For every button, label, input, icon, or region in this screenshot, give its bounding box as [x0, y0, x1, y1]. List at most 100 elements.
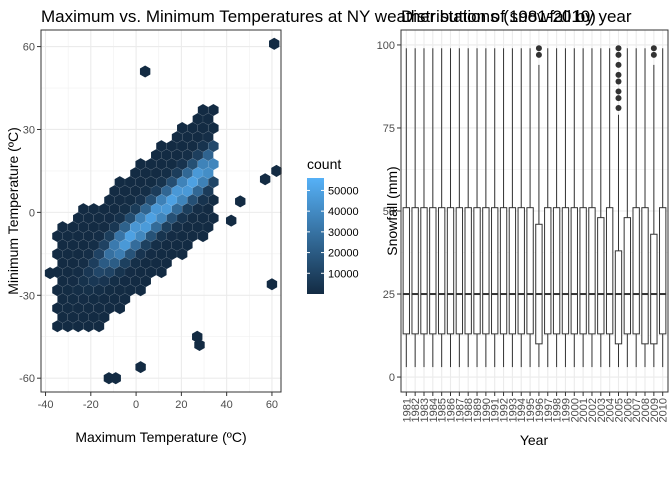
- hexbin-y-ticks: -60 -30 0 30 60: [19, 42, 41, 385]
- boxplot-y-axis-title: Snowfall (mm): [384, 166, 400, 255]
- box-2008: [641, 48, 649, 368]
- x-tick-label: 1984: [428, 398, 440, 422]
- box-2009: [650, 45, 658, 368]
- box-iqr: [464, 207, 472, 335]
- box-2006: [623, 48, 632, 368]
- x-tick-label: 1992: [499, 398, 511, 422]
- box-iqr: [588, 207, 596, 335]
- hex-cell-isolated: [259, 173, 271, 186]
- box-iqr: [535, 223, 543, 345]
- x-tick-label: 1990: [481, 398, 493, 422]
- y-tick-label: 0: [389, 372, 395, 384]
- x-tick-label: 2001: [578, 398, 590, 422]
- x-tick-label: 1987: [454, 398, 466, 422]
- legend-tick-label: 50000: [328, 185, 359, 197]
- hex-cell-isolated: [192, 330, 203, 343]
- x-tick-label: 1982: [410, 398, 422, 422]
- box-iqr: [614, 250, 623, 345]
- x-tick-label: 2000: [569, 398, 581, 422]
- hexbin-panel: -40 -20 0 20 40 60 -60 -30 0 30 60 Maximum Temper…: [5, 29, 282, 445]
- y-tick-label: 75: [383, 123, 395, 135]
- box-1998: [552, 48, 561, 368]
- hex-cell-isolated: [135, 361, 146, 374]
- hex-cell: [156, 266, 167, 279]
- hex-cell-isolated: [110, 372, 121, 385]
- box-1987: [455, 48, 464, 368]
- box-1997: [544, 48, 552, 368]
- hexbin-cells: [44, 37, 282, 385]
- box-1995: [526, 48, 534, 368]
- x-tick-label: 1997: [543, 398, 555, 422]
- count-legend: count 10000 20000 30000 40000 50000: [307, 156, 359, 294]
- box-2003: [597, 48, 605, 368]
- x-tick-label: 1994: [516, 398, 528, 422]
- hex-cell-isolated: [235, 195, 246, 208]
- box-iqr: [605, 207, 614, 335]
- box-2010: [659, 48, 667, 368]
- x-tick-label: -20: [83, 399, 99, 411]
- hexbin-x-ticks: -40 -20 0 20 40 60: [38, 392, 278, 411]
- box-1994: [517, 48, 525, 368]
- y-tick-label: 30: [23, 124, 35, 136]
- x-tick-label: 1996: [534, 398, 546, 422]
- box-2007: [632, 48, 640, 368]
- legend-colorbar: [307, 178, 324, 294]
- legend-ticks: 10000 20000 30000 40000 50000: [307, 185, 359, 280]
- boxplot-boxes: [402, 45, 667, 368]
- legend-title: count: [307, 156, 341, 172]
- hex-cell-isolated: [271, 164, 282, 177]
- x-tick-label: 1983: [419, 398, 431, 422]
- box-iqr: [579, 207, 587, 335]
- box-iqr: [641, 207, 649, 345]
- y-tick-label: 60: [23, 42, 35, 54]
- box-1988: [464, 48, 472, 368]
- x-tick-label: 40: [221, 399, 233, 411]
- box-1989: [473, 48, 481, 368]
- hex-cell: [114, 302, 126, 315]
- box-2005: [614, 45, 623, 368]
- x-tick-label: 2006: [622, 398, 634, 422]
- box-1984: [429, 48, 437, 368]
- box-iqr: [437, 207, 446, 335]
- hexbin-x-axis-title: Maximum Temperature (ºC): [75, 429, 246, 445]
- box-2002: [588, 48, 596, 368]
- hex-cell-isolated: [269, 37, 280, 50]
- outlier-point: [615, 95, 622, 102]
- outlier-point: [535, 51, 542, 58]
- x-tick-label: 0: [133, 399, 139, 411]
- x-tick-label: 1995: [525, 398, 537, 422]
- hex-cell: [176, 248, 188, 261]
- box-iqr: [650, 233, 658, 345]
- hexbin-title: Maximum vs. Minimum Temperatures at NY w…: [41, 7, 596, 26]
- x-tick-label: 1981: [401, 398, 413, 422]
- boxplot-title: Distribution of snowfall by year: [401, 7, 632, 26]
- legend-tick-label: 40000: [328, 206, 359, 218]
- x-tick-label: 2010: [658, 398, 670, 422]
- legend-tick-label: 30000: [328, 227, 359, 239]
- x-tick-label: 20: [175, 399, 187, 411]
- hex-cell: [135, 284, 146, 297]
- box-iqr: [473, 207, 481, 335]
- x-tick-label: 1998: [552, 398, 564, 422]
- y-tick-label: 50: [383, 206, 395, 218]
- boxplot-x-axis-title: Year: [520, 432, 549, 448]
- box-iqr: [446, 207, 455, 335]
- x-tick-label: 2005: [613, 398, 625, 422]
- hex-cell: [93, 320, 105, 333]
- box-2004: [605, 48, 614, 368]
- box-1992: [499, 48, 508, 368]
- x-tick-label: 2007: [631, 398, 643, 422]
- y-tick-label: 0: [29, 207, 35, 219]
- outlier-point: [650, 51, 657, 58]
- box-iqr: [508, 207, 517, 335]
- x-tick-label: 1986: [446, 398, 458, 422]
- x-tick-label: 2003: [596, 398, 608, 422]
- boxplot-y-ticks: 0 25 50 75 100: [377, 40, 401, 384]
- outlier-point: [615, 45, 622, 52]
- box-iqr: [552, 207, 561, 335]
- box-iqr: [499, 207, 508, 335]
- y-tick-label: -30: [19, 290, 35, 302]
- box-1986: [446, 48, 455, 368]
- box-iqr: [482, 207, 490, 335]
